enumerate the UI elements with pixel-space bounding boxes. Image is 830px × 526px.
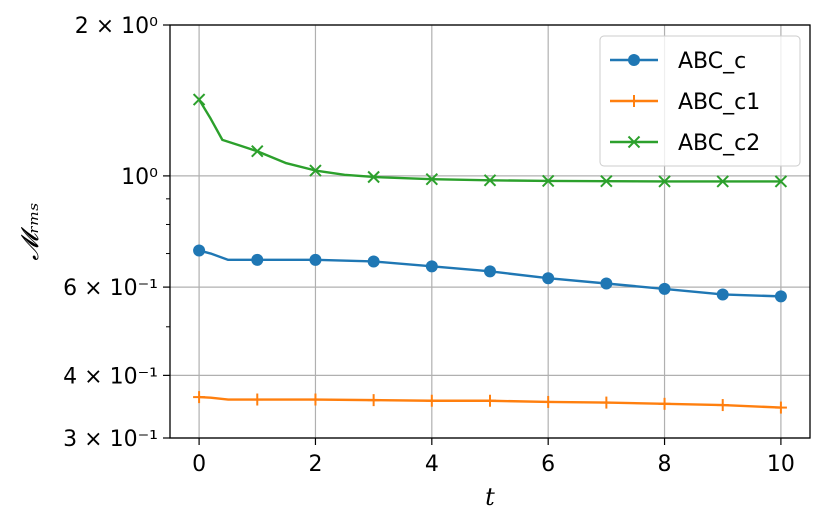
marker-stroke — [627, 135, 641, 149]
marker-stroke — [192, 93, 206, 106]
marker-stroke — [716, 175, 729, 188]
data-point-marker — [251, 145, 264, 158]
data-point-marker — [716, 175, 729, 188]
data-point-marker — [627, 135, 641, 149]
marker-stroke — [425, 172, 439, 186]
legend-box — [599, 35, 801, 167]
data-point-marker — [542, 395, 555, 408]
data-point-marker — [484, 265, 496, 278]
series-ABC_c2 — [192, 93, 788, 188]
x-tick-label: 10 — [767, 452, 795, 477]
y-tick-label: 2 × 10⁰ — [75, 14, 158, 39]
x-tick-label: 8 — [658, 452, 672, 477]
data-point-marker — [716, 288, 729, 301]
y-axis-label: 𝓜ᵣₘₛ — [16, 202, 44, 260]
marker-stroke — [251, 145, 264, 158]
data-point-marker — [600, 174, 613, 188]
legend-item-ABC_c2: ABC_c2 — [610, 131, 760, 156]
marker-stroke — [309, 164, 322, 177]
x-tick-label: 6 — [541, 452, 555, 477]
data-point-marker — [774, 175, 788, 188]
series-ABC_c1 — [193, 391, 787, 414]
series-line — [198, 98, 781, 183]
data-point-marker — [600, 396, 613, 409]
data-point-marker — [658, 175, 671, 188]
data-point-marker — [483, 174, 497, 187]
legend-item-ABC_c: ABC_c — [610, 49, 746, 74]
y-tick-label: 3 × 10⁻¹ — [63, 427, 158, 452]
data-point-marker — [542, 272, 555, 285]
legend-label: ABC_c2 — [678, 131, 760, 156]
data-point-marker — [367, 394, 380, 407]
plot-frame — [169, 24, 811, 439]
data-point-marker — [193, 391, 206, 404]
data-point-marker — [367, 255, 380, 268]
legend-label: ABC_c — [678, 49, 746, 74]
x-axis-label: t — [485, 483, 495, 511]
marker-stroke — [600, 174, 613, 188]
data-point-marker — [658, 282, 671, 295]
data-point-marker — [309, 393, 322, 406]
data-point-marker — [774, 401, 787, 414]
marker-stroke — [541, 174, 555, 188]
data-point-marker — [425, 394, 438, 407]
y-tick-label: 10⁰ — [121, 165, 158, 190]
axis-ticks: 0 2 4 6 8 10 3 × 10⁻¹ 4 × 10⁻¹ 6 × 10⁻¹ 10⁰ 2 × 10… — [63, 14, 795, 477]
data-point-marker — [658, 397, 671, 410]
data-point-marker — [716, 399, 729, 412]
data-point-marker — [309, 164, 322, 177]
y-tick-label: 4 × 10⁻¹ — [63, 364, 158, 389]
marker-stroke — [774, 175, 788, 188]
data-point-marker — [309, 253, 322, 266]
x-tick-label: 4 — [425, 452, 439, 477]
x-tick-label: 0 — [192, 452, 206, 477]
data-point-marker — [251, 393, 264, 406]
data-point-marker — [774, 290, 787, 303]
data-point-marker — [193, 244, 206, 257]
marker-stroke — [658, 175, 671, 188]
data-point-marker — [192, 93, 206, 106]
data-point-marker — [541, 174, 555, 188]
data-point-marker — [367, 170, 380, 184]
y-tick-label: 6 × 10⁻¹ — [63, 276, 158, 301]
data-point-marker — [628, 54, 640, 66]
series-ABC_c — [193, 244, 787, 303]
data-point-marker — [425, 260, 438, 273]
data-point-marker — [484, 394, 496, 407]
data-point-marker — [425, 172, 439, 186]
data-point-marker — [600, 277, 613, 290]
legend: ABC_c ABC_c1 ABC_c2 — [599, 35, 801, 167]
legend-item-ABC_c1: ABC_c1 — [610, 90, 760, 115]
data-point-marker — [251, 253, 264, 266]
series-lines — [192, 93, 788, 414]
marker-stroke — [367, 170, 380, 184]
marker-stroke — [483, 174, 497, 187]
legend-label: ABC_c1 — [678, 90, 760, 115]
x-tick-label: 2 — [308, 452, 322, 477]
series-line — [198, 249, 781, 298]
data-point-marker — [628, 95, 640, 107]
